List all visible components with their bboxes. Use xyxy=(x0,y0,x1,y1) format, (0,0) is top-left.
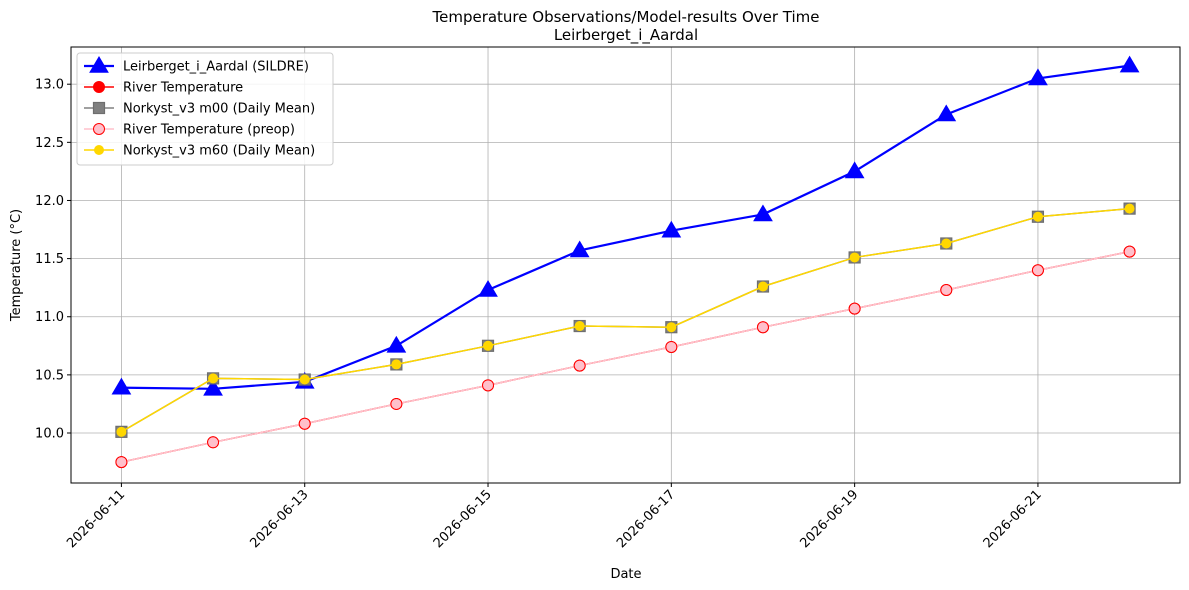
series-2 xyxy=(115,202,1136,438)
x-tick-label: 2026-06-17 xyxy=(614,487,678,551)
legend-swatch-marker xyxy=(92,101,106,115)
data-point-3 xyxy=(940,283,953,296)
data-point-0 xyxy=(203,378,223,396)
legend-swatch-marker xyxy=(93,123,105,135)
legend-item: Leirberget_i_Aardal (SILDRE) xyxy=(84,56,309,75)
data-point-3 xyxy=(573,359,586,372)
data-point-4 xyxy=(1124,203,1135,214)
data-point-0 xyxy=(753,204,773,222)
data-point-4 xyxy=(483,340,494,351)
y-axis-label: Temperature (°C) xyxy=(9,209,24,322)
data-point-0 xyxy=(936,104,957,122)
data-point-3 xyxy=(207,436,220,449)
data-point-0 xyxy=(844,161,865,179)
y-tick-label: 12.0 xyxy=(35,194,64,209)
x-tick-label: 2026-06-21 xyxy=(981,487,1045,551)
series-line-3 xyxy=(121,250,1130,463)
y-tick-label: 10.0 xyxy=(35,427,64,442)
series-0 xyxy=(111,55,1140,396)
data-point-3 xyxy=(1031,264,1044,277)
legend-label: Leirberget_i_Aardal (SILDRE) xyxy=(123,60,309,75)
chart-title: Temperature Observations/Model-results O… xyxy=(431,8,819,26)
data-point-4 xyxy=(849,252,860,263)
series-group xyxy=(111,55,1140,469)
data-point-3 xyxy=(1123,245,1136,258)
x-tick-label: 2026-06-13 xyxy=(248,487,312,551)
y-tick-label: 10.5 xyxy=(35,368,64,383)
x-tick-label: 2026-06-15 xyxy=(431,487,495,551)
data-point-3 xyxy=(756,321,769,334)
data-point-4 xyxy=(116,426,127,437)
data-point-3 xyxy=(115,456,128,469)
legend-label: Norkyst_v3 m60 (Daily Mean) xyxy=(123,144,315,159)
y-tick-label: 13.0 xyxy=(35,78,64,93)
x-axis-ticks: 2026-06-11 2026-06-13 2026-06-15 2026-06-17… xyxy=(64,483,1045,551)
legend-box xyxy=(76,52,334,166)
data-point-0 xyxy=(111,377,132,395)
y-tick-label: 11.5 xyxy=(35,252,64,267)
data-point-0 xyxy=(1028,68,1048,86)
legend-label: Norkyst_v3 m00 (Daily Mean) xyxy=(123,102,315,117)
data-point-4 xyxy=(299,374,310,385)
data-point-3 xyxy=(390,397,403,410)
plot-frame xyxy=(70,46,1181,484)
data-point-4 xyxy=(208,373,219,384)
legend-label: River Temperature (preop) xyxy=(123,123,295,138)
legend: Leirberget_i_Aardal (SILDRE) River Temper… xyxy=(76,52,334,166)
data-point-4 xyxy=(391,359,402,370)
data-point-0 xyxy=(1119,55,1140,73)
chart-subtitle: Leirberget_i_Aardal xyxy=(554,26,698,45)
legend-swatch-marker xyxy=(93,81,105,93)
legend-item: Norkyst_v3 m60 (Daily Mean) xyxy=(84,144,315,159)
data-point-3 xyxy=(482,379,495,392)
y-tick-label: 12.5 xyxy=(35,136,64,151)
legend-item: River Temperature xyxy=(84,81,243,96)
series-3 xyxy=(115,245,1136,469)
data-point-4 xyxy=(666,322,677,333)
x-tick-label: 2026-06-19 xyxy=(797,487,861,551)
data-point-3 xyxy=(298,417,311,430)
data-point-4 xyxy=(1032,211,1043,222)
data-point-3 xyxy=(848,302,861,315)
legend-swatch-marker xyxy=(94,145,104,155)
x-tick-label: 2026-06-11 xyxy=(64,487,128,551)
y-axis-ticks: 10.0 10.5 11.0 11.5 12.0 12.5 13.0 xyxy=(35,78,71,442)
data-point-4 xyxy=(574,321,585,332)
legend-item: River Temperature (preop) xyxy=(84,123,295,138)
legend-swatch-marker xyxy=(89,56,109,73)
data-point-3 xyxy=(665,340,678,353)
data-point-4 xyxy=(757,281,768,292)
legend-item: Norkyst_v3 m00 (Daily Mean) xyxy=(84,102,315,117)
series-line-2 xyxy=(121,207,1130,433)
y-tick-label: 11.0 xyxy=(35,310,64,325)
data-point-0 xyxy=(661,220,682,238)
legend-label: River Temperature xyxy=(123,81,243,96)
series-line-0 xyxy=(121,64,1130,390)
data-point-0 xyxy=(478,280,498,297)
series-line-4 xyxy=(121,207,1130,433)
series-4 xyxy=(116,203,1135,437)
data-point-4 xyxy=(941,238,952,249)
data-point-0 xyxy=(386,335,407,353)
x-axis-label: Date xyxy=(610,567,641,582)
data-point-0 xyxy=(569,240,590,258)
